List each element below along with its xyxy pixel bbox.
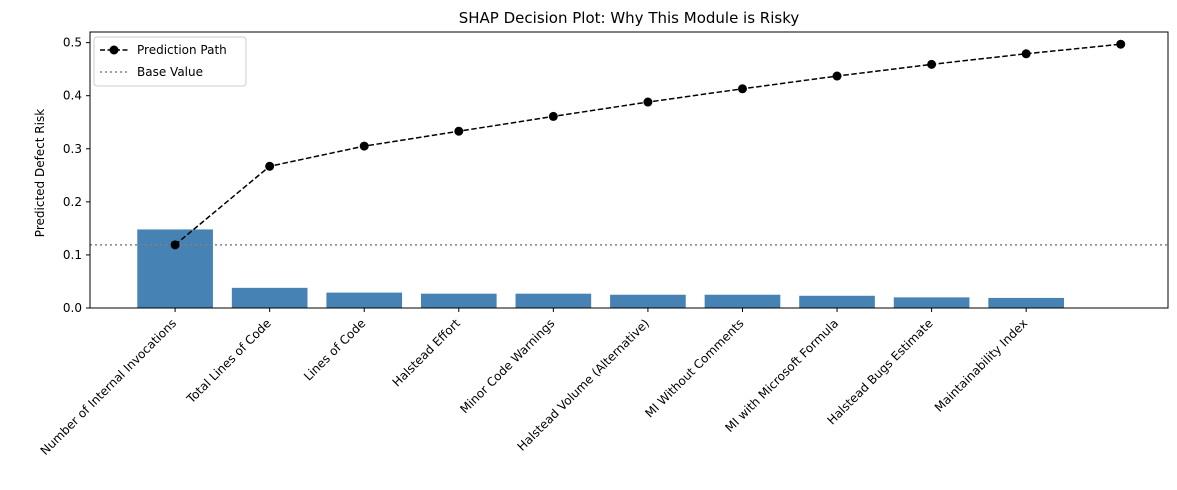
prediction-path-point	[832, 71, 842, 81]
bar	[420, 293, 497, 308]
y-tick-label: 0.0	[63, 301, 82, 315]
prediction-path-series	[170, 39, 1126, 250]
plot-frame	[89, 31, 1169, 309]
bar	[610, 294, 686, 308]
bar-series	[137, 229, 1064, 308]
prediction-path-point	[737, 84, 747, 94]
bar	[704, 294, 781, 308]
prediction-path-point	[170, 240, 180, 250]
prediction-path-point	[359, 141, 369, 151]
legend: Prediction Path Base Value	[93, 36, 247, 87]
y-tick-label: 0.2	[63, 195, 82, 209]
bar	[515, 293, 592, 308]
legend-base-value-label: Base Value	[137, 65, 203, 79]
x-tick-label: MI with Microsoft Formula	[722, 316, 841, 435]
y-axis-ticks: 0.0 0.1 0.2 0.3 0.4 0.5	[63, 36, 90, 315]
y-tick-label: 0.1	[63, 248, 82, 262]
y-axis-label: Predicted Defect Risk	[33, 109, 47, 237]
x-tick-label: MI Without Comments	[642, 316, 746, 420]
prediction-path-point	[265, 161, 275, 171]
y-tick-label: 0.3	[63, 142, 82, 156]
prediction-path-point	[927, 59, 937, 69]
prediction-path-point	[643, 97, 653, 107]
x-tick-label: Lines of Code	[301, 316, 368, 383]
x-tick-label: Halstead Effort	[390, 316, 464, 390]
y-tick-label: 0.4	[63, 89, 82, 103]
x-tick-label: Minor Code Warnings	[457, 316, 557, 416]
bar	[893, 297, 970, 308]
prediction-path-point	[548, 111, 558, 121]
legend-box	[93, 36, 247, 87]
bar	[231, 287, 308, 308]
x-axis-ticks: Number of Internal Invocations Total Line…	[38, 308, 1030, 458]
x-tick-label: Number of Internal Invocations	[38, 316, 180, 458]
chart-title: SHAP Decision Plot: Why This Module is R…	[459, 9, 800, 27]
prediction-path-line	[174, 43, 1121, 246]
y-tick-label: 0.5	[63, 36, 82, 50]
x-tick-label: Total Lines of Code	[183, 316, 274, 407]
legend-prediction-path-label: Prediction Path	[137, 43, 227, 57]
prediction-path-point	[1116, 39, 1126, 49]
x-tick-label: Maintainability Index	[932, 316, 1030, 414]
legend-prediction-path-marker	[109, 45, 119, 55]
bar	[799, 295, 875, 308]
prediction-path-point	[454, 126, 464, 136]
bar	[326, 292, 403, 308]
bar	[988, 297, 1064, 308]
prediction-path-point	[1021, 49, 1031, 59]
x-tick-label: Halstead Bugs Estimate	[824, 316, 935, 427]
